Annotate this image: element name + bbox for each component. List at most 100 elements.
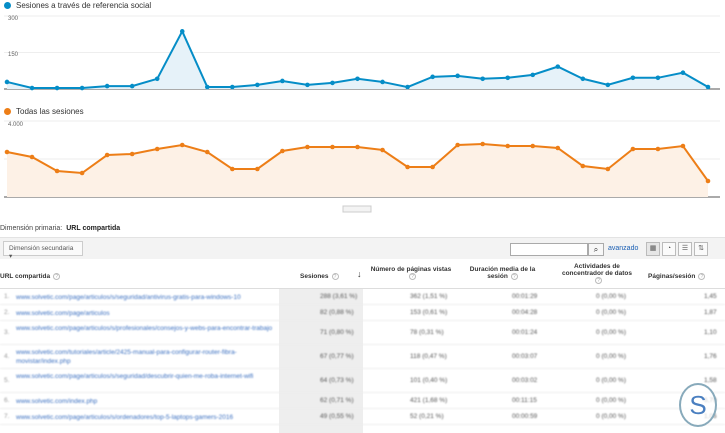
help-icon[interactable]: ? [698, 273, 706, 280]
data-point[interactable] [580, 163, 586, 169]
data-point[interactable] [455, 142, 460, 148]
col-pageviews[interactable]: Número de páginas vistas? [370, 266, 452, 280]
data-point[interactable] [480, 141, 485, 147]
col-hub-activities[interactable]: Actividades de concentrador de datos? [557, 263, 637, 284]
data-point[interactable] [104, 152, 110, 158]
data-point[interactable] [530, 72, 536, 78]
data-point[interactable] [154, 146, 160, 152]
url-link[interactable]: www.solvetic.com/tutoriales/article/2425… [16, 349, 237, 365]
data-point[interactable] [555, 64, 561, 69]
data-point[interactable] [680, 143, 686, 149]
help-icon[interactable]: ? [595, 277, 602, 284]
url-link[interactable]: www.solvetic.com/page/articulos/s/seguri… [16, 294, 241, 301]
data-point[interactable] [29, 154, 35, 160]
data-point[interactable] [355, 144, 360, 150]
col-sessions[interactable]: Sesiones? [300, 273, 339, 280]
data-point[interactable] [680, 70, 686, 75]
data-point[interactable] [430, 164, 435, 170]
data-point[interactable] [255, 82, 260, 88]
data-point[interactable] [4, 79, 10, 85]
value: 62 [320, 397, 328, 404]
data-point[interactable] [455, 73, 460, 79]
data-point[interactable] [555, 145, 561, 151]
performance-view-button[interactable]: ☰ [678, 242, 692, 256]
data-point[interactable] [29, 85, 35, 91]
data-point[interactable] [530, 143, 536, 149]
table-search-input[interactable] [510, 243, 588, 256]
data-point[interactable] [330, 80, 335, 86]
col-avg-duration[interactable]: Duración media de la sesión? [465, 266, 540, 280]
advanced-filter-link[interactable]: avanzado [608, 245, 639, 252]
data-point[interactable] [505, 143, 511, 149]
data-point[interactable] [405, 84, 410, 90]
data-point[interactable] [655, 146, 661, 152]
table-view-button[interactable]: ▦ [646, 242, 660, 256]
pct: (0,61 %) [422, 309, 448, 316]
data-point[interactable] [605, 166, 611, 172]
data-point[interactable] [230, 166, 235, 172]
data-point[interactable] [129, 151, 135, 157]
secondary-dimension-dropdown[interactable]: Dimensión secundaria ▾ [3, 241, 83, 260]
col-url[interactable]: URL compartida? [0, 273, 61, 280]
url-link[interactable]: www.solvetic.com/page/articulos/s/ordena… [16, 414, 234, 421]
help-icon[interactable]: ? [53, 273, 61, 280]
data-point[interactable] [280, 148, 285, 154]
data-point[interactable] [154, 76, 160, 82]
data-point[interactable] [129, 83, 135, 89]
url-link[interactable]: www.solvetic.com/page/articulos/s/seguri… [16, 373, 254, 380]
chart-resize-handle[interactable] [342, 205, 372, 213]
help-icon[interactable]: ? [510, 273, 518, 280]
data-point[interactable] [705, 84, 711, 90]
data-point[interactable] [179, 142, 185, 148]
data-point[interactable] [280, 78, 285, 84]
data-point[interactable] [104, 83, 110, 89]
data-point[interactable] [405, 164, 410, 170]
data-point[interactable] [255, 166, 260, 172]
pct: (0,73 %) [329, 377, 354, 384]
sort-arrow-icon[interactable]: ↓ [357, 269, 362, 279]
data-point[interactable] [4, 149, 10, 155]
data-point[interactable] [605, 82, 611, 88]
data-point[interactable] [305, 82, 310, 88]
url-link[interactable]: www.solvetic.com/page/articulos [16, 310, 110, 317]
data-point[interactable] [179, 29, 185, 34]
data-point[interactable] [330, 144, 335, 150]
pie-view-button[interactable]: ◔ [662, 242, 676, 256]
url-link[interactable]: www.solvetic.com/page/articulos/s/profes… [16, 325, 273, 332]
data-point[interactable] [380, 79, 385, 85]
data-point[interactable] [79, 85, 85, 91]
data-point[interactable] [630, 146, 636, 152]
data-point[interactable] [54, 168, 60, 174]
data-point[interactable] [630, 75, 636, 81]
comparison-view-button[interactable]: ⇅ [694, 242, 708, 256]
value: 78 [410, 329, 418, 336]
primary-dimension-value[interactable]: URL compartida [66, 225, 121, 232]
data-point[interactable] [204, 84, 210, 90]
data-point[interactable] [655, 75, 661, 81]
data-point[interactable] [705, 178, 711, 184]
pageviews-value: 101 (0,40 %) [410, 377, 447, 384]
data-point[interactable] [580, 76, 586, 82]
legend-all: Todas las sesiones [4, 107, 84, 116]
data-point[interactable] [54, 85, 60, 91]
data-point[interactable] [430, 74, 435, 80]
table-row: 5. www.solvetic.com/page/articulos/s/seg… [0, 369, 725, 393]
data-point[interactable] [79, 170, 85, 176]
header-label: Sesiones [300, 273, 329, 280]
pct: (0,71 %) [329, 397, 354, 404]
search-button[interactable]: ⌕ [588, 243, 604, 256]
data-point[interactable] [355, 76, 360, 82]
help-icon[interactable]: ? [331, 273, 339, 280]
data-point[interactable] [204, 149, 210, 155]
pageviews-value: 153 (0,61 %) [410, 309, 447, 316]
data-point[interactable] [505, 75, 511, 81]
help-icon[interactable]: ? [409, 273, 416, 280]
url-link[interactable]: www.solvetic.com/index.php [16, 398, 98, 405]
value: 0 [596, 293, 600, 300]
row-number: 2. [4, 309, 10, 316]
data-point[interactable] [480, 76, 485, 82]
data-point[interactable] [380, 147, 385, 153]
col-pages-per-session[interactable]: Páginas/sesión? [648, 273, 706, 280]
data-point[interactable] [305, 144, 310, 150]
data-point[interactable] [230, 84, 235, 90]
